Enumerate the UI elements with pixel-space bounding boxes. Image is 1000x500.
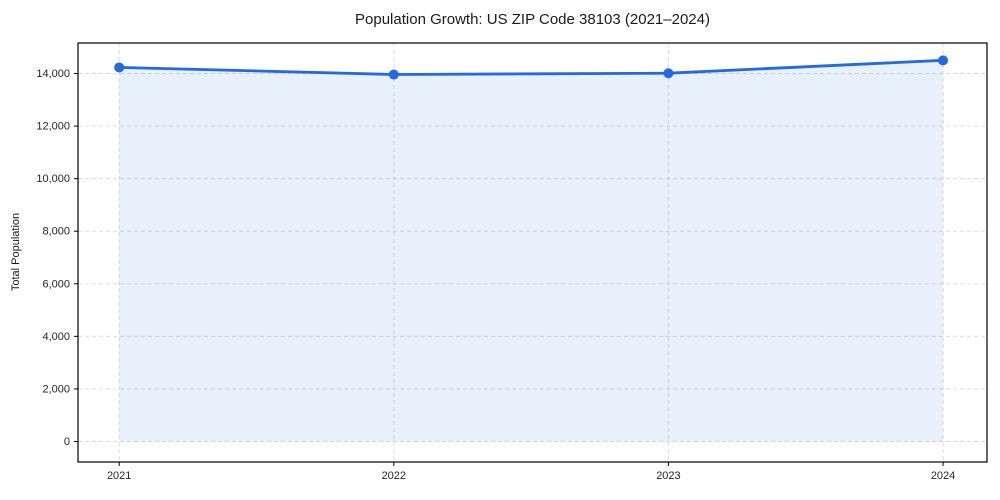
- data-point-marker: [388, 69, 399, 80]
- chart-title: Population Growth: US ZIP Code 38103 (20…: [355, 11, 710, 28]
- y-tick-label: 4,000: [42, 331, 70, 343]
- area-fill: [119, 60, 944, 442]
- data-point-marker: [938, 55, 949, 66]
- axes-box: [77, 42, 988, 463]
- y-tick-label: 14,000: [36, 68, 70, 80]
- y-tick-label: 10,000: [36, 173, 70, 185]
- data-point-marker: [114, 62, 125, 73]
- data-series-line: [117, 58, 945, 76]
- x-tick-label: 2023: [656, 470, 680, 482]
- y-tick-label: 0: [64, 436, 70, 448]
- y-tick-label: 6,000: [42, 278, 70, 290]
- x-tick-label: 2022: [382, 470, 406, 482]
- y-tick-label: 8,000: [42, 226, 70, 238]
- data-point-marker: [663, 68, 674, 79]
- x-tick-label: 2021: [107, 470, 131, 482]
- y-tick-label: 2,000: [42, 383, 70, 395]
- y-axis-label: Total Population: [10, 212, 22, 292]
- x-tick-label: 2024: [931, 470, 955, 482]
- y-tick-label: 12,000: [36, 121, 70, 133]
